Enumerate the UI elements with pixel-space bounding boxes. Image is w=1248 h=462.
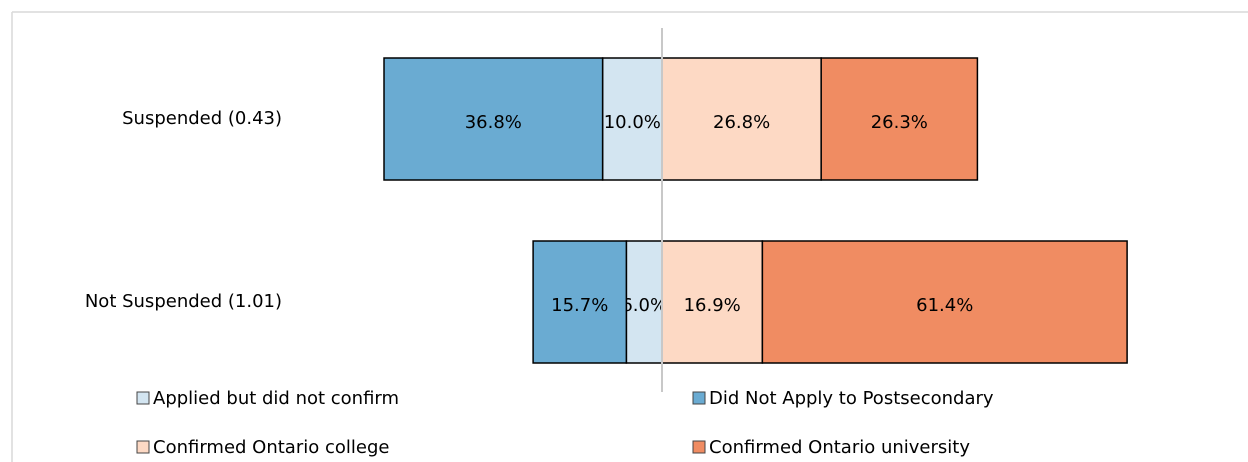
legend-swatch (136, 391, 150, 405)
value-label: 16.9% (684, 295, 741, 316)
category-label: Suspended (0.43) (122, 108, 282, 129)
value-label: 10.0% (604, 112, 661, 133)
value-label: 26.8% (713, 112, 770, 133)
legend-label: Applied but did not confirm (153, 388, 399, 409)
legend-label: Confirmed Ontario university (709, 437, 970, 458)
legend-swatch (692, 391, 706, 405)
value-label: 36.8% (465, 112, 522, 133)
value-label: 15.7% (551, 295, 608, 316)
legend-label: Did Not Apply to Postsecondary (709, 388, 994, 409)
bar-segment (820, 57, 979, 181)
legend-swatch (692, 440, 706, 454)
value-label: 6.0% (621, 295, 667, 316)
category-label: Not Suspended (1.01) (85, 291, 282, 312)
bar-segment (532, 240, 628, 364)
bar-segment (383, 57, 604, 181)
legend-swatch (136, 440, 150, 454)
legend-label: Confirmed Ontario college (153, 437, 389, 458)
value-label: 61.4% (916, 295, 973, 316)
value-label: 26.3% (871, 112, 928, 133)
bar-segment (761, 240, 1128, 364)
bar-segment (661, 240, 764, 364)
